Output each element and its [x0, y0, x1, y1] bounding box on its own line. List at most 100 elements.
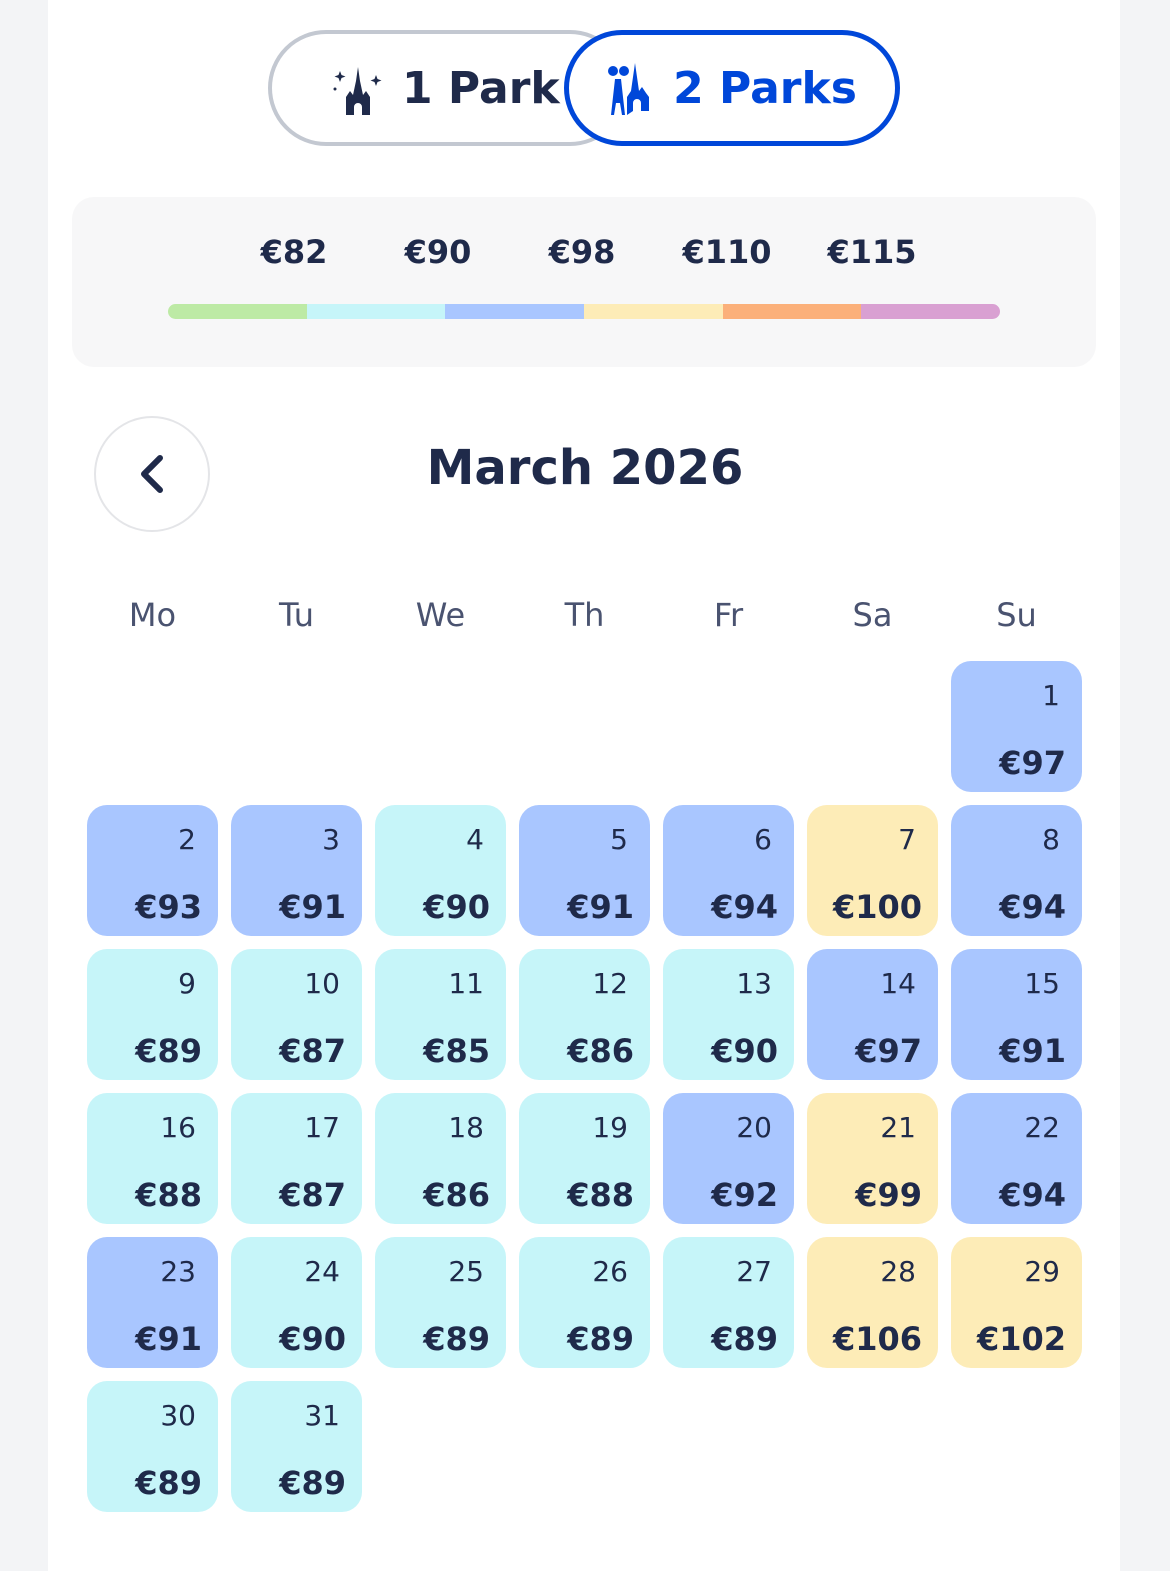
day-price: €94: [711, 888, 778, 926]
legend-price: €115: [827, 233, 917, 271]
weekday-label: Tu: [279, 596, 314, 634]
day-price: €89: [135, 1464, 202, 1502]
day-price: €94: [999, 1176, 1066, 1214]
day-price: €87: [279, 1176, 346, 1214]
day-number: 9: [178, 967, 196, 1000]
day-number: 19: [592, 1111, 628, 1144]
day-cell[interactable]: 20 €92: [663, 1093, 794, 1224]
two-parks-option[interactable]: 2 Parks: [564, 30, 900, 146]
day-number: 3: [322, 823, 340, 856]
day-price: €88: [567, 1176, 634, 1214]
tier-segment-cyan: [306, 304, 446, 319]
day-cell[interactable]: 8 €94: [951, 805, 1082, 936]
day-number: 15: [1024, 967, 1060, 1000]
day-price: €91: [279, 888, 346, 926]
day-cell[interactable]: 4 €90: [375, 805, 506, 936]
two-parks-label: 2 Parks: [673, 62, 857, 114]
day-number: 29: [1024, 1255, 1060, 1288]
weekday-label: Fr: [713, 596, 744, 634]
castle-icon: [333, 67, 382, 115]
day-price: €89: [567, 1320, 634, 1358]
day-cell[interactable]: 18 €86: [375, 1093, 506, 1224]
day-price: €89: [279, 1464, 346, 1502]
day-cell[interactable]: 17 €87: [231, 1093, 362, 1224]
day-cell[interactable]: 9 €89: [87, 949, 218, 1080]
day-cell[interactable]: 16 €88: [87, 1093, 218, 1224]
day-number: 6: [754, 823, 772, 856]
tier-segment-blue: [445, 304, 585, 319]
day-cell[interactable]: 6 €94: [663, 805, 794, 936]
day-price: €91: [567, 888, 634, 926]
day-cell[interactable]: 30 €89: [87, 1381, 218, 1512]
day-cell[interactable]: 26 €89: [519, 1237, 650, 1368]
day-cell[interactable]: 1 €97: [951, 661, 1082, 792]
weekday-label: We: [415, 596, 466, 634]
day-cell[interactable]: 12 €86: [519, 949, 650, 1080]
previous-month-button[interactable]: [94, 416, 210, 532]
day-cell[interactable]: 31 €89: [231, 1381, 362, 1512]
day-cell[interactable]: 22 €94: [951, 1093, 1082, 1224]
day-number: 17: [304, 1111, 340, 1144]
day-cell[interactable]: 13 €90: [663, 949, 794, 1080]
day-number: 13: [736, 967, 772, 1000]
day-cell[interactable]: 19 €88: [519, 1093, 650, 1224]
day-number: 22: [1024, 1111, 1060, 1144]
day-price: €91: [999, 1032, 1066, 1070]
day-number: 23: [160, 1255, 196, 1288]
weekday-label: Su: [996, 596, 1037, 634]
day-number: 18: [448, 1111, 484, 1144]
tier-segment-green: [168, 304, 307, 319]
price-legend: €82 €90 €98 €110 €115: [72, 197, 1096, 367]
day-price: €93: [135, 888, 202, 926]
day-cell[interactable]: 10 €87: [231, 949, 362, 1080]
day-number: 4: [466, 823, 484, 856]
day-price: €97: [855, 1032, 922, 1070]
park-toggle: 1 Park 2 Parks: [268, 30, 900, 146]
day-cell[interactable]: 3 €91: [231, 805, 362, 936]
tier-segment-pink: [861, 304, 1000, 319]
day-cell[interactable]: 14 €97: [807, 949, 938, 1080]
day-price: €87: [279, 1032, 346, 1070]
tier-segment-yellow: [584, 304, 723, 319]
day-cell[interactable]: 5 €91: [519, 805, 650, 936]
legend-price: €110: [682, 233, 772, 271]
day-cell[interactable]: 21 €99: [807, 1093, 938, 1224]
legend-price: €90: [404, 233, 472, 271]
day-price: €86: [567, 1032, 634, 1070]
day-cell[interactable]: 24 €90: [231, 1237, 362, 1368]
day-cell[interactable]: 29 €102: [951, 1237, 1082, 1368]
day-price: €89: [135, 1032, 202, 1070]
day-cell[interactable]: 23 €91: [87, 1237, 218, 1368]
day-price: €90: [279, 1320, 346, 1358]
day-price: €89: [711, 1320, 778, 1358]
day-number: 26: [592, 1255, 628, 1288]
day-cell[interactable]: 15 €91: [951, 949, 1082, 1080]
day-cell[interactable]: 7 €100: [807, 805, 938, 936]
day-price: €102: [976, 1320, 1066, 1358]
day-price: €99: [855, 1176, 922, 1214]
day-cell[interactable]: 11 €85: [375, 949, 506, 1080]
day-cell[interactable]: 25 €89: [375, 1237, 506, 1368]
day-cell[interactable]: 2 €93: [87, 805, 218, 936]
castle-studio-icon: [608, 63, 650, 115]
day-number: 12: [592, 967, 628, 1000]
day-number: 14: [880, 967, 916, 1000]
day-price: €91: [135, 1320, 202, 1358]
day-cell[interactable]: 28 €106: [807, 1237, 938, 1368]
day-price: €94: [999, 888, 1066, 926]
day-number: 2: [178, 823, 196, 856]
day-number: 27: [736, 1255, 772, 1288]
weekday-label: Th: [564, 596, 605, 634]
day-number: 10: [304, 967, 340, 1000]
day-number: 8: [1042, 823, 1060, 856]
day-number: 28: [880, 1255, 916, 1288]
day-number: 5: [610, 823, 628, 856]
day-price: €90: [423, 888, 490, 926]
day-number: 24: [304, 1255, 340, 1288]
day-price: €90: [711, 1032, 778, 1070]
legend-price: €82: [260, 233, 328, 271]
weekday-label: Mo: [128, 596, 177, 634]
day-cell[interactable]: 27 €89: [663, 1237, 794, 1368]
one-park-label: 1 Park: [402, 62, 560, 114]
day-price: €97: [999, 744, 1066, 782]
